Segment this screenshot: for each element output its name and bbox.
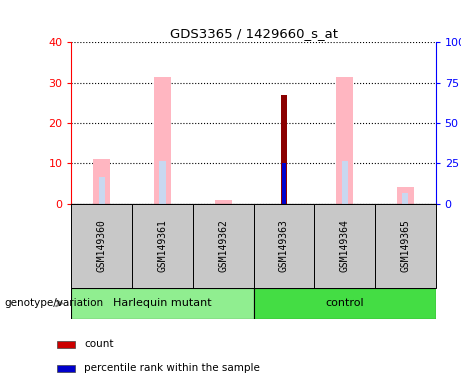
Bar	[314, 204, 375, 288]
Bar	[342, 161, 348, 204]
Text: GSM149362: GSM149362	[218, 219, 228, 272]
Title: GDS3365 / 1429660_s_at: GDS3365 / 1429660_s_at	[170, 26, 337, 40]
Text: GSM149365: GSM149365	[400, 219, 410, 272]
Bar	[160, 161, 165, 204]
Bar	[336, 76, 353, 204]
Text: GSM149364: GSM149364	[340, 219, 349, 272]
Bar	[57, 365, 75, 372]
Text: percentile rank within the sample: percentile rank within the sample	[84, 363, 260, 373]
Text: count: count	[84, 339, 114, 349]
Text: control: control	[325, 298, 364, 308]
Bar	[397, 187, 414, 204]
Text: GSM149360: GSM149360	[97, 219, 107, 272]
Bar	[281, 95, 287, 204]
Bar	[71, 204, 132, 288]
Bar	[254, 288, 436, 319]
Bar	[402, 194, 408, 204]
Text: Harlequin mutant: Harlequin mutant	[113, 298, 212, 308]
Bar	[254, 204, 314, 288]
Bar	[99, 177, 105, 204]
Bar	[132, 204, 193, 288]
Bar	[375, 204, 436, 288]
Bar	[215, 200, 232, 204]
Text: GSM149363: GSM149363	[279, 219, 289, 272]
Bar	[193, 204, 254, 288]
Text: GSM149361: GSM149361	[158, 219, 167, 272]
Bar	[282, 163, 286, 204]
Bar	[93, 159, 110, 204]
Bar	[71, 288, 254, 319]
Bar	[154, 76, 171, 204]
Bar	[57, 341, 75, 348]
Text: genotype/variation: genotype/variation	[5, 298, 104, 308]
